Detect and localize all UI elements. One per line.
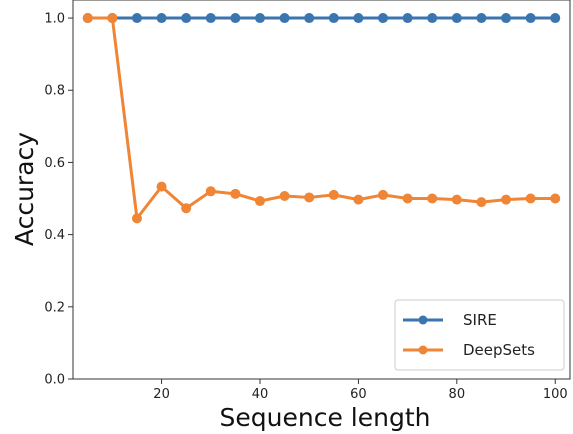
data-point-sire [550, 13, 561, 24]
data-point-sire [402, 13, 413, 24]
y-tick-label: 0.8 [44, 84, 65, 99]
y-tick-label: 0.4 [44, 228, 65, 243]
data-point-deepsets [378, 189, 389, 200]
y-tick-label: 0.0 [44, 373, 65, 388]
data-point-deepsets [205, 186, 216, 197]
data-point-deepsets [550, 193, 561, 204]
data-point-deepsets [254, 196, 265, 207]
x-tick-label: 20 [153, 387, 170, 402]
data-point-sire [378, 13, 389, 24]
data-point-deepsets [476, 197, 487, 208]
x-axis-title: Sequence length [220, 403, 431, 432]
data-point-sire [156, 13, 167, 24]
data-point-deepsets [181, 203, 192, 214]
data-point-deepsets [156, 181, 167, 192]
data-point-sire [304, 13, 315, 24]
data-point-sire [230, 13, 241, 24]
data-point-deepsets [525, 193, 536, 204]
data-point-sire [205, 13, 216, 24]
legend: SIRE DeepSets [394, 299, 565, 371]
data-point-deepsets [328, 189, 339, 200]
data-point-deepsets [279, 190, 290, 201]
data-point-deepsets [107, 13, 118, 24]
x-tick-label: 80 [449, 387, 466, 402]
y-tick-label: 1.0 [44, 12, 65, 27]
data-point-deepsets [501, 194, 512, 205]
data-point-deepsets [82, 13, 93, 24]
y-tick-label: 0.2 [44, 300, 65, 315]
data-point-sire [476, 13, 487, 24]
data-point-sire [254, 13, 265, 24]
data-point-sire [181, 13, 192, 24]
x-tick-label: 40 [252, 387, 269, 402]
data-point-deepsets [304, 192, 315, 203]
series-layer [82, 13, 561, 224]
data-point-deepsets [427, 193, 438, 204]
data-point-sire [451, 13, 462, 24]
axis-ticks: 20 40 60 80 100 0.0 0.2 0.4 0.6 0.8 1.0 [44, 12, 567, 402]
y-axis-title: Accuracy [10, 132, 39, 246]
data-point-deepsets [230, 188, 241, 199]
data-point-deepsets [131, 213, 142, 224]
legend-label-sire: SIRE [463, 311, 497, 329]
legend-label-deepsets: DeepSets [463, 341, 535, 359]
data-point-sire [328, 13, 339, 24]
data-point-sire [501, 13, 512, 24]
x-tick-label: 100 [543, 387, 568, 402]
x-tick-label: 60 [350, 387, 367, 402]
y-tick-label: 0.6 [44, 156, 65, 171]
data-point-sire [353, 13, 364, 24]
data-point-deepsets [402, 193, 413, 204]
data-point-sire [525, 13, 536, 24]
data-point-sire [131, 13, 142, 24]
legend-marker-sire [418, 315, 428, 325]
legend-box [394, 299, 565, 371]
data-point-sire [427, 13, 438, 24]
legend-marker-deepsets [418, 345, 428, 355]
data-point-deepsets [353, 194, 364, 205]
data-point-deepsets [451, 194, 462, 205]
data-point-sire [279, 13, 290, 24]
